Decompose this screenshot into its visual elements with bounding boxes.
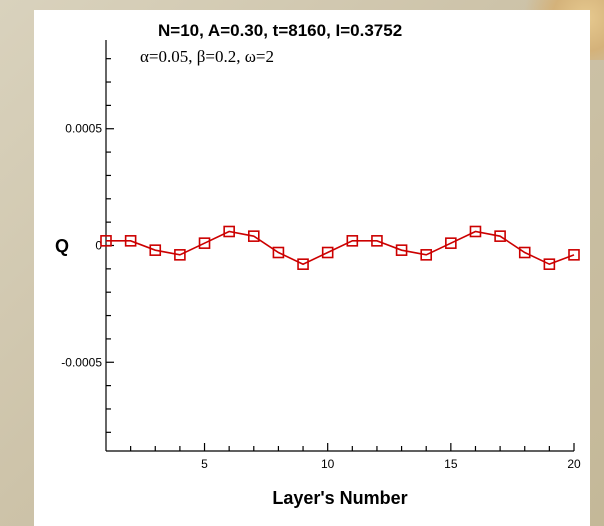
data-point-marker	[198, 237, 211, 249]
data-point-marker	[395, 244, 408, 256]
chart-title: N=10, A=0.30, t=8160, I=0.3752	[158, 21, 402, 40]
y-tick-label: -0.0005	[61, 355, 102, 369]
data-point-marker	[100, 235, 112, 247]
data-point-marker	[518, 246, 531, 259]
data-point-marker	[494, 230, 506, 242]
data-point-marker	[346, 235, 359, 247]
data-series	[100, 225, 580, 270]
data-point-marker	[568, 249, 580, 261]
x-tick-label: 20	[567, 457, 581, 471]
data-point-marker	[445, 237, 457, 249]
x-axis-title: Layer's Number	[272, 488, 407, 508]
y-axis-title: Q	[55, 236, 69, 256]
data-point-marker	[149, 244, 162, 256]
data-point-marker	[223, 225, 235, 238]
chart-subtitle: α=0.05, β=0.2, ω=2	[140, 47, 274, 66]
data-point-marker	[247, 230, 260, 242]
y-tick-label: 0	[95, 239, 102, 253]
x-tick-label: 15	[444, 457, 458, 471]
line-chart: N=10, A=0.30, t=8160, I=0.3752 α=0.05, β…	[55, 21, 581, 508]
data-point-marker	[174, 249, 186, 261]
data-point-marker	[371, 235, 383, 247]
data-point-marker	[297, 258, 309, 270]
chart-panel: N=10, A=0.30, t=8160, I=0.3752 α=0.05, β…	[34, 10, 590, 526]
data-point-marker	[420, 249, 433, 261]
data-point-marker	[321, 246, 334, 259]
x-tick-label: 5	[201, 457, 208, 471]
data-point-marker	[469, 225, 482, 238]
x-ticks: 5 10 15 20	[130, 443, 581, 471]
data-point-marker	[272, 246, 285, 259]
axes	[105, 40, 574, 452]
x-tick-label: 10	[321, 457, 335, 471]
y-ticks: -0.0005 0 0.0005	[61, 58, 114, 433]
series-line	[106, 230, 575, 266]
data-point-marker	[124, 235, 137, 247]
data-point-marker	[543, 258, 556, 270]
y-tick-label: 0.0005	[65, 122, 102, 136]
